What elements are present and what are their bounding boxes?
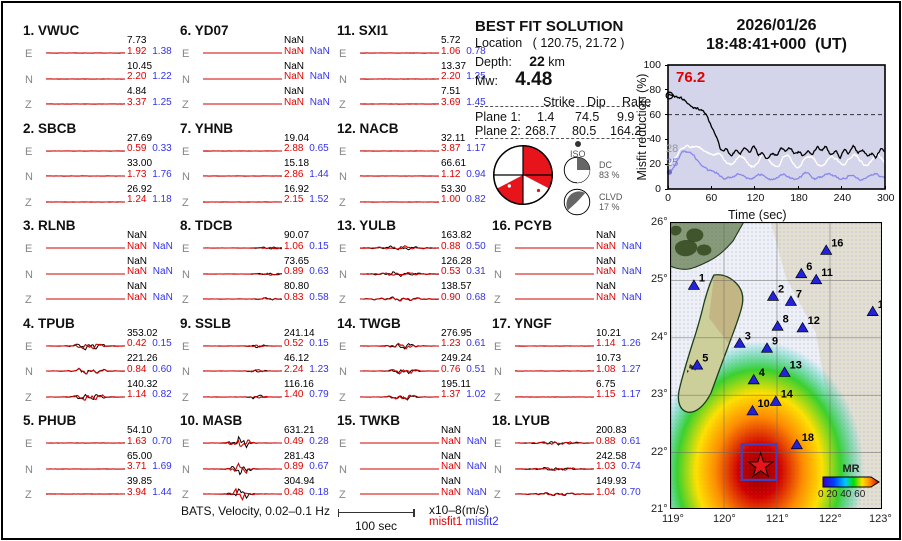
svg-text:2: 2 [778, 284, 784, 296]
svg-text:6: 6 [806, 261, 812, 273]
svg-text:1: 1 [699, 273, 705, 285]
svg-text:14: 14 [781, 389, 794, 401]
svg-text:7: 7 [796, 289, 802, 301]
svg-text:17: 17 [878, 299, 882, 311]
svg-text:3: 3 [745, 330, 751, 342]
svg-text:12: 12 [808, 315, 820, 327]
svg-text:5: 5 [702, 352, 708, 364]
svg-text:11: 11 [821, 267, 833, 279]
svg-text:13: 13 [790, 360, 802, 372]
svg-text:16: 16 [831, 238, 843, 250]
svg-text:8: 8 [783, 313, 789, 325]
svg-text:4: 4 [759, 367, 766, 379]
svg-text:9: 9 [772, 335, 778, 347]
svg-text:18: 18 [802, 432, 814, 444]
svg-text:10: 10 [758, 398, 770, 410]
